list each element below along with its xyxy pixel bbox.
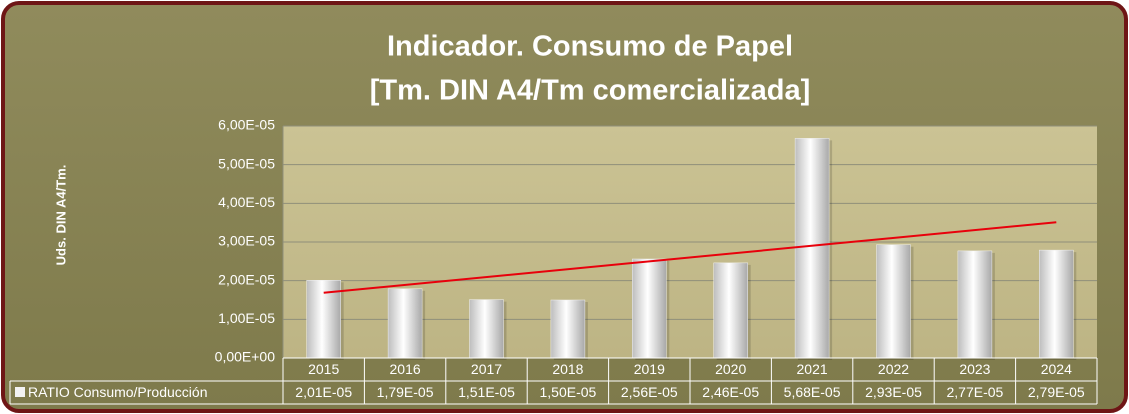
table-value: 2,79E-05 [1028,384,1085,400]
table-value: 1,50E-05 [539,384,596,400]
legend-label: RATIO Consumo/Producción [28,384,207,400]
table-value: 2,77E-05 [946,384,1003,400]
x-tick-label: 2015 [308,361,339,377]
y-tick-label: 6,00E-05 [218,117,275,133]
table-value: 2,46E-05 [702,384,759,400]
trend-line [323,221,1057,294]
bar [632,258,667,359]
legend-key [15,387,25,397]
table-value: 2,93E-05 [865,384,922,400]
table-value: 1,79E-05 [377,384,434,400]
y-tick-label: 2,00E-05 [218,271,275,287]
x-tick-label: 2019 [634,361,665,377]
bar [387,288,423,359]
x-tick-label: 2020 [715,361,746,377]
x-tick-label: 2021 [797,361,828,377]
x-tick-label: 2018 [552,361,583,377]
x-tick-label: 2023 [959,361,990,377]
bar [957,250,993,359]
y-tick-label: 0,00E+00 [215,349,276,365]
bar [550,299,586,359]
bar [306,280,341,359]
x-tick-label: 2024 [1041,361,1072,377]
table-value: 2,56E-05 [621,384,678,400]
table-value: 2,01E-05 [295,384,352,400]
table-value: 1,51E-05 [458,384,515,400]
table-value: 5,68E-05 [784,384,841,400]
y-axis-label: Uds. DIN A4/Tm. [53,165,68,266]
bar [469,299,504,359]
chart-title: [Tm. DIN A4/Tm comercializada] [370,75,810,107]
y-tick-label: 5,00E-05 [218,155,275,171]
y-tick-label: 1,00E-05 [218,310,275,326]
x-tick-label: 2016 [390,361,421,377]
x-tick-label: 2022 [878,361,909,377]
bar [1039,249,1074,359]
chart-title: Indicador. Consumo de Papel [387,31,793,63]
x-tick-label: 2017 [471,361,502,377]
y-tick-label: 4,00E-05 [218,194,275,210]
bar [794,138,830,359]
bar [713,262,748,359]
bar [876,244,911,359]
y-tick-label: 3,00E-05 [218,233,275,249]
plot-layer: 0,00E+00 1,00E-05 2,00E-05 3,00E-05 4,00E-05… [9,117,1098,405]
